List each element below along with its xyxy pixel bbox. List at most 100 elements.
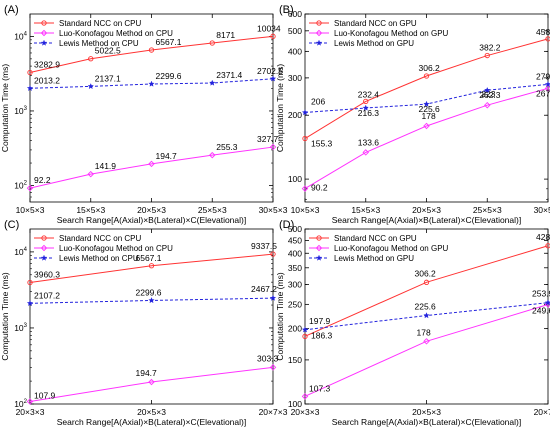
data-label: 5022.5 (95, 46, 121, 56)
data-label: 6567.1 (136, 253, 162, 263)
y-tick-label: 100 (288, 399, 302, 409)
legend-label: Lewis Method on CPU (59, 254, 139, 263)
legend-label: Luo-Konofagou Method on CPU (59, 244, 173, 253)
x-tick-label: 20×5×3 (412, 407, 441, 417)
y-tick-label: 300 (288, 280, 302, 290)
data-label: 255.3 (216, 142, 238, 152)
y-tick-label: 500 (288, 224, 302, 234)
data-label: 107.9 (34, 390, 56, 400)
x-tick-label: 20×5×3 (137, 205, 166, 215)
data-label: 216.3 (358, 108, 380, 118)
panel-label: (D) (279, 219, 294, 231)
data-point (148, 297, 155, 304)
x-tick-label: 15×5×3 (351, 205, 380, 215)
data-point (148, 263, 155, 269)
legend-marker (315, 39, 323, 46)
data-point (87, 170, 94, 178)
data-label: 2299.6 (156, 71, 182, 81)
data-label: 178 (422, 111, 436, 121)
y-tick-label: 102 (14, 180, 27, 190)
legend-marker (40, 29, 48, 37)
series-2: 2107.2 2299.6 2467.2 (26, 284, 277, 307)
data-label: 133.6 (358, 137, 380, 147)
data-point (423, 122, 430, 130)
legend-label: Luo-Konofagou Method on GPU (334, 244, 449, 253)
x-tick-label: 20×5×3 (137, 407, 166, 417)
x-tick-label: 25×5×3 (473, 205, 502, 215)
series-0: 3960.3 6567.1 9337.5 (27, 241, 277, 286)
data-point (26, 184, 34, 192)
data-point (423, 279, 430, 285)
x-tick-label: 10×5×3 (291, 205, 320, 215)
data-point (423, 338, 430, 345)
x-tick-label: 20×3×3 (16, 407, 45, 417)
data-point (87, 83, 94, 90)
series-2: 197.9 225.6 253.9 (301, 289, 550, 333)
data-label: 458 (536, 27, 550, 37)
panel-label: (A) (4, 4, 19, 16)
legend-marker (315, 254, 323, 261)
panel-0: (A) 102 103 104 10×5×3 15×5×3 20×5×3 25×5×3 30×5… (0, 4, 288, 225)
y-tick-label: 102 (14, 399, 27, 409)
data-label: 2137.1 (95, 73, 121, 83)
data-label: 155.3 (311, 139, 333, 149)
x-tick-label: 20×7×3 (259, 407, 288, 417)
data-point (269, 294, 277, 301)
panel-label: (C) (4, 219, 19, 231)
y-tick-label: 500 (288, 26, 302, 36)
data-label: 92.2 (34, 175, 51, 185)
data-point (148, 80, 155, 87)
data-point (362, 149, 369, 156)
y-tick-label: 400 (288, 248, 302, 258)
series-line (29, 146, 274, 189)
y-tick-label: 200 (288, 324, 302, 334)
series-1: 107.9 194.7 303.3 (26, 353, 279, 405)
data-label: 197.9 (309, 316, 331, 326)
data-label: 194.7 (156, 151, 178, 161)
y-tick-label: 300 (288, 73, 302, 83)
data-label: 3282.9 (34, 59, 60, 69)
data-label: 10034 (257, 23, 281, 33)
y-tick-label: 103 (14, 323, 27, 333)
x-tick-label: 30×5×3 (534, 205, 550, 215)
data-point (269, 75, 277, 82)
data-point (363, 98, 369, 105)
y-tick-label: 104 (14, 247, 27, 257)
series-2: 2013.2 2137.1 2299.6 2371.4 2702.5 (26, 66, 283, 92)
x-axis-label: Search Range[A(Axial)×B(Lateral)×C(Eleva… (332, 215, 521, 225)
data-point (301, 393, 309, 400)
data-point (209, 79, 216, 86)
data-point (26, 398, 34, 405)
legend-marker (315, 244, 323, 252)
data-point (484, 101, 491, 109)
y-tick-label: 250 (288, 299, 302, 309)
data-point (301, 185, 309, 192)
x-tick-label: 15×5×3 (76, 205, 105, 215)
data-point (270, 33, 276, 39)
data-label: 225.6 (415, 302, 437, 312)
data-point (270, 251, 276, 257)
data-label: 303.3 (257, 353, 279, 363)
data-point (209, 40, 215, 46)
data-point (88, 56, 94, 62)
data-point (545, 36, 550, 42)
data-label: 2013.2 (34, 75, 60, 85)
y-tick-label: 450 (288, 235, 302, 245)
x-tick-label: 25×5×3 (198, 205, 227, 215)
data-point (301, 326, 309, 333)
y-tick-label: 600 (288, 9, 302, 19)
y-tick-label: 350 (288, 263, 302, 273)
data-point (26, 84, 34, 92)
data-point (301, 109, 309, 116)
data-point (148, 47, 155, 53)
data-point (484, 52, 490, 59)
data-point (423, 73, 430, 79)
series-line (304, 304, 549, 397)
data-label: 223 (481, 89, 495, 99)
panel-1: (B) 100 200 300 400 500 600 10×5×3 15×5×3 20×5×3 2… (275, 4, 550, 225)
y-axis-label: Computation Time (ms) (275, 64, 285, 152)
data-point (209, 151, 216, 159)
